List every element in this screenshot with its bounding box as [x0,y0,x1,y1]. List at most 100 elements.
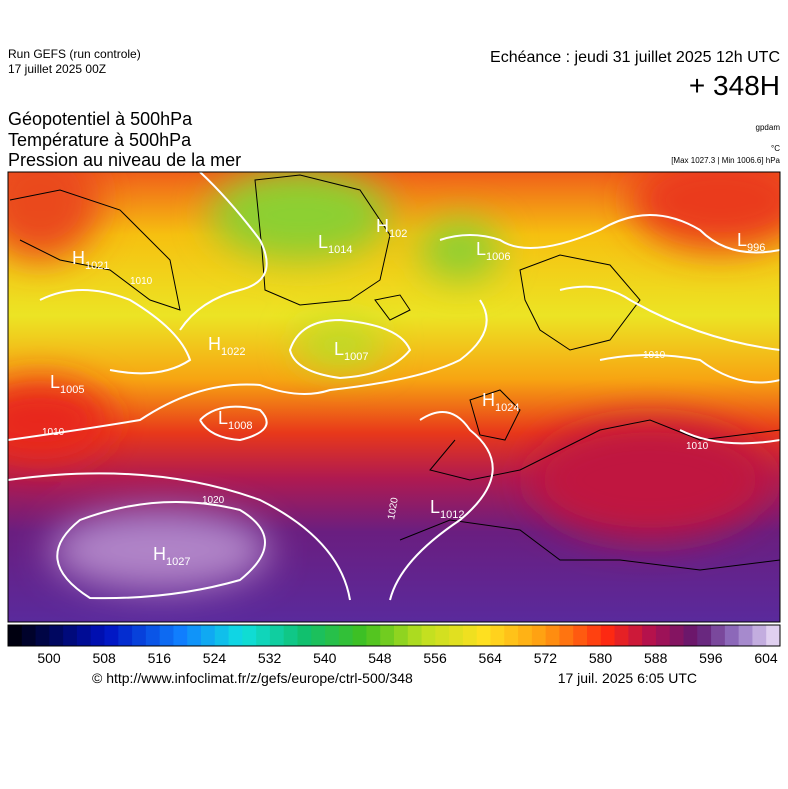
colorbar-label: 588 [644,650,668,666]
colorbar-swatch [711,625,726,646]
colorbar-swatch [132,625,147,646]
colorbar-swatch [449,625,464,646]
echeance: Echéance : jeudi 31 juillet 2025 12h UTC [490,49,780,66]
colorbar-swatch [683,625,698,646]
colorbar-label: 572 [534,650,558,666]
colorbar-swatch [407,625,423,646]
colorbar-swatch [325,625,340,646]
colorbar-swatch [338,625,354,646]
colorbar-swatch [394,625,409,646]
colorbar-label: 516 [148,650,172,666]
colorbar-swatch [49,625,64,646]
center: L1008 [218,408,253,432]
colorbar-swatch [269,625,285,646]
colorbar-swatch [766,625,781,646]
colorbar-swatch [187,625,202,646]
unit: °C [771,144,780,153]
center: L1014 [318,232,353,256]
colorbar-swatch [738,625,753,646]
colorbar-swatch [297,625,312,646]
colorbar-swatch [283,625,298,646]
colorbar-swatch [228,625,243,646]
colorbar: 500 508 516 524 532 540 548 556 564 572 580 588 596 6… [7,624,781,666]
colorbar-label: 540 [313,650,337,666]
isobar-label: 1010 [130,276,153,287]
run: Run GEFS (run controle) [8,47,141,61]
colorbar-swatch [697,625,712,646]
legend-line: Géopotentiel à 500hPa [8,109,193,129]
legend-line: Température à 500hPa [8,130,192,150]
colorbar-label: 524 [203,650,227,666]
center: H1027 [153,544,190,568]
colorbar-swatch [159,625,174,646]
colorbar-swatch [380,625,395,646]
colorbar-swatch [63,625,78,646]
colorbar-swatch [435,625,450,646]
colorbar-swatch [352,625,367,646]
colorbar-swatch [366,625,381,646]
colorbar-swatch [201,625,216,646]
colorbar-label: 604 [754,650,778,666]
field-shading [8,172,780,590]
center: H1021 [72,248,109,272]
coastlines [9,174,780,571]
colorbar-swatch [173,625,188,646]
isobar-label: 1010 [42,427,65,438]
colorbar-swatch [518,625,533,646]
issued: 17 juil. 2025 6:05 UTC [558,670,697,686]
colorbar-swatch [421,625,436,646]
colorbar-swatch [214,625,230,646]
center: L1007 [334,339,369,363]
map-frame [7,171,781,623]
colorbar-swatch [600,625,616,646]
colorbar-label: 564 [479,650,503,666]
colorbar-swatch [145,625,161,646]
colorbar-swatch [752,625,767,646]
colorbar-label: 548 [368,650,392,666]
colorbar-swatch [35,625,50,646]
colorbar-label: 596 [699,650,723,666]
colorbar-swatch [559,625,574,646]
center: L1006 [476,239,511,263]
colorbar-swatch [256,625,271,646]
colorbar-label: 580 [589,650,613,666]
colorbar-swatch [490,625,505,646]
unit: [Max 1027.3 | Min 1006.6] hPa [671,156,780,165]
center: L996 [737,230,765,254]
colorbar-swatch [104,625,119,646]
colorbar-swatch [628,625,643,646]
colorbar-swatch [76,625,92,646]
colorbar-swatch [118,625,133,646]
colorbar-swatch [90,625,105,646]
colorbar-swatch [242,625,257,646]
lead-time: + 348H [689,70,780,101]
isobar-label: 1020 [202,495,225,506]
center: H102 [376,216,407,240]
colorbar-swatch [21,625,37,646]
isobars [8,172,780,601]
colorbar-swatch [311,625,326,646]
colorbar-swatch [504,625,519,646]
isobar-labels: 1010 1020 1020 1010 1010 1010 [42,276,709,521]
colorbar-swatch [476,625,491,646]
center: L1012 [430,497,465,521]
pressure-centers: H1021 L1005 H1022 L1008 L1014 H102 L1006… [50,216,765,568]
colorbar-swatch [655,625,671,646]
colorbar-swatch [587,625,602,646]
legend-line: Pression au niveau de la mer [8,150,241,170]
colorbar-swatch [724,625,740,646]
isobar-label: 1020 [386,496,401,520]
colorbar-swatch [642,625,657,646]
colorbar-swatch [462,625,478,646]
isobar-label: 1010 [643,350,666,361]
unit: gpdam [756,123,781,132]
colorbar-swatch [614,625,629,646]
colorbar-swatch [531,625,547,646]
run-date: 17 juillet 2025 00Z [8,62,106,76]
colorbar-swatch [669,625,684,646]
colorbar-label: 556 [423,650,447,666]
colorbar-frame [7,624,781,647]
center: L1005 [50,372,85,396]
isobar-label: 1010 [686,441,709,452]
